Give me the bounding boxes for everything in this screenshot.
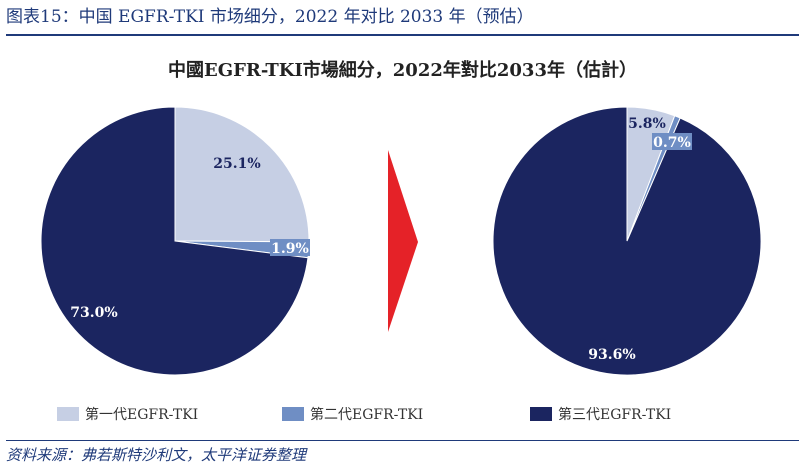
legend-swatch-gen3	[530, 407, 552, 421]
legend-item-gen2: 第二代EGFR-TKI	[282, 404, 423, 424]
pie1-label-gen2: 0.7%	[653, 135, 691, 151]
pie0-slice-gen3	[40, 106, 309, 376]
pie-chart-2033: 5.8% 0.7% 93.6%	[492, 106, 762, 376]
figure-header: 图表15：中国 EGFR-TKI 市场细分，2022 年对比 2033 年（预估…	[6, 2, 799, 36]
pie0-label-gen1: 25.1%	[213, 156, 260, 172]
chart-title: 中國EGFR-TKI市場細分，2022年對比2033年（估計）	[168, 60, 637, 81]
legend-label-gen2: 第二代EGFR-TKI	[310, 407, 424, 423]
legend: 第一代EGFR-TKI 第二代EGFR-TKI 第三代EGFR-TKI	[0, 404, 805, 426]
pie1-slice-gen3	[492, 106, 762, 376]
pie1-label-gen1: 5.8%	[628, 116, 666, 132]
pie0-slice-gen1	[174, 106, 310, 243]
pie0-label-gen3: 73.0%	[70, 305, 117, 321]
legend-label-gen3: 第三代EGFR-TKI	[558, 407, 672, 423]
arrow-icon	[388, 150, 418, 332]
legend-swatch-gen1	[57, 407, 79, 421]
legend-item-gen3: 第三代EGFR-TKI	[530, 404, 671, 424]
pie0-label-gen2: 1.9%	[271, 241, 309, 257]
legend-label-gen1: 第一代EGFR-TKI	[85, 407, 199, 423]
source-note: 资料来源：弗若斯特沙利文，太平洋证券整理	[6, 440, 799, 470]
pie1-label-gen3: 93.6%	[588, 347, 635, 363]
legend-swatch-gen2	[282, 407, 304, 421]
pie-chart-2022: 25.1% 1.9% 73.0%	[40, 106, 310, 376]
pie1-label-box-gen2	[652, 133, 692, 150]
legend-item-gen1: 第一代EGFR-TKI	[57, 404, 198, 424]
pie0-label-box-gen2	[270, 239, 310, 256]
